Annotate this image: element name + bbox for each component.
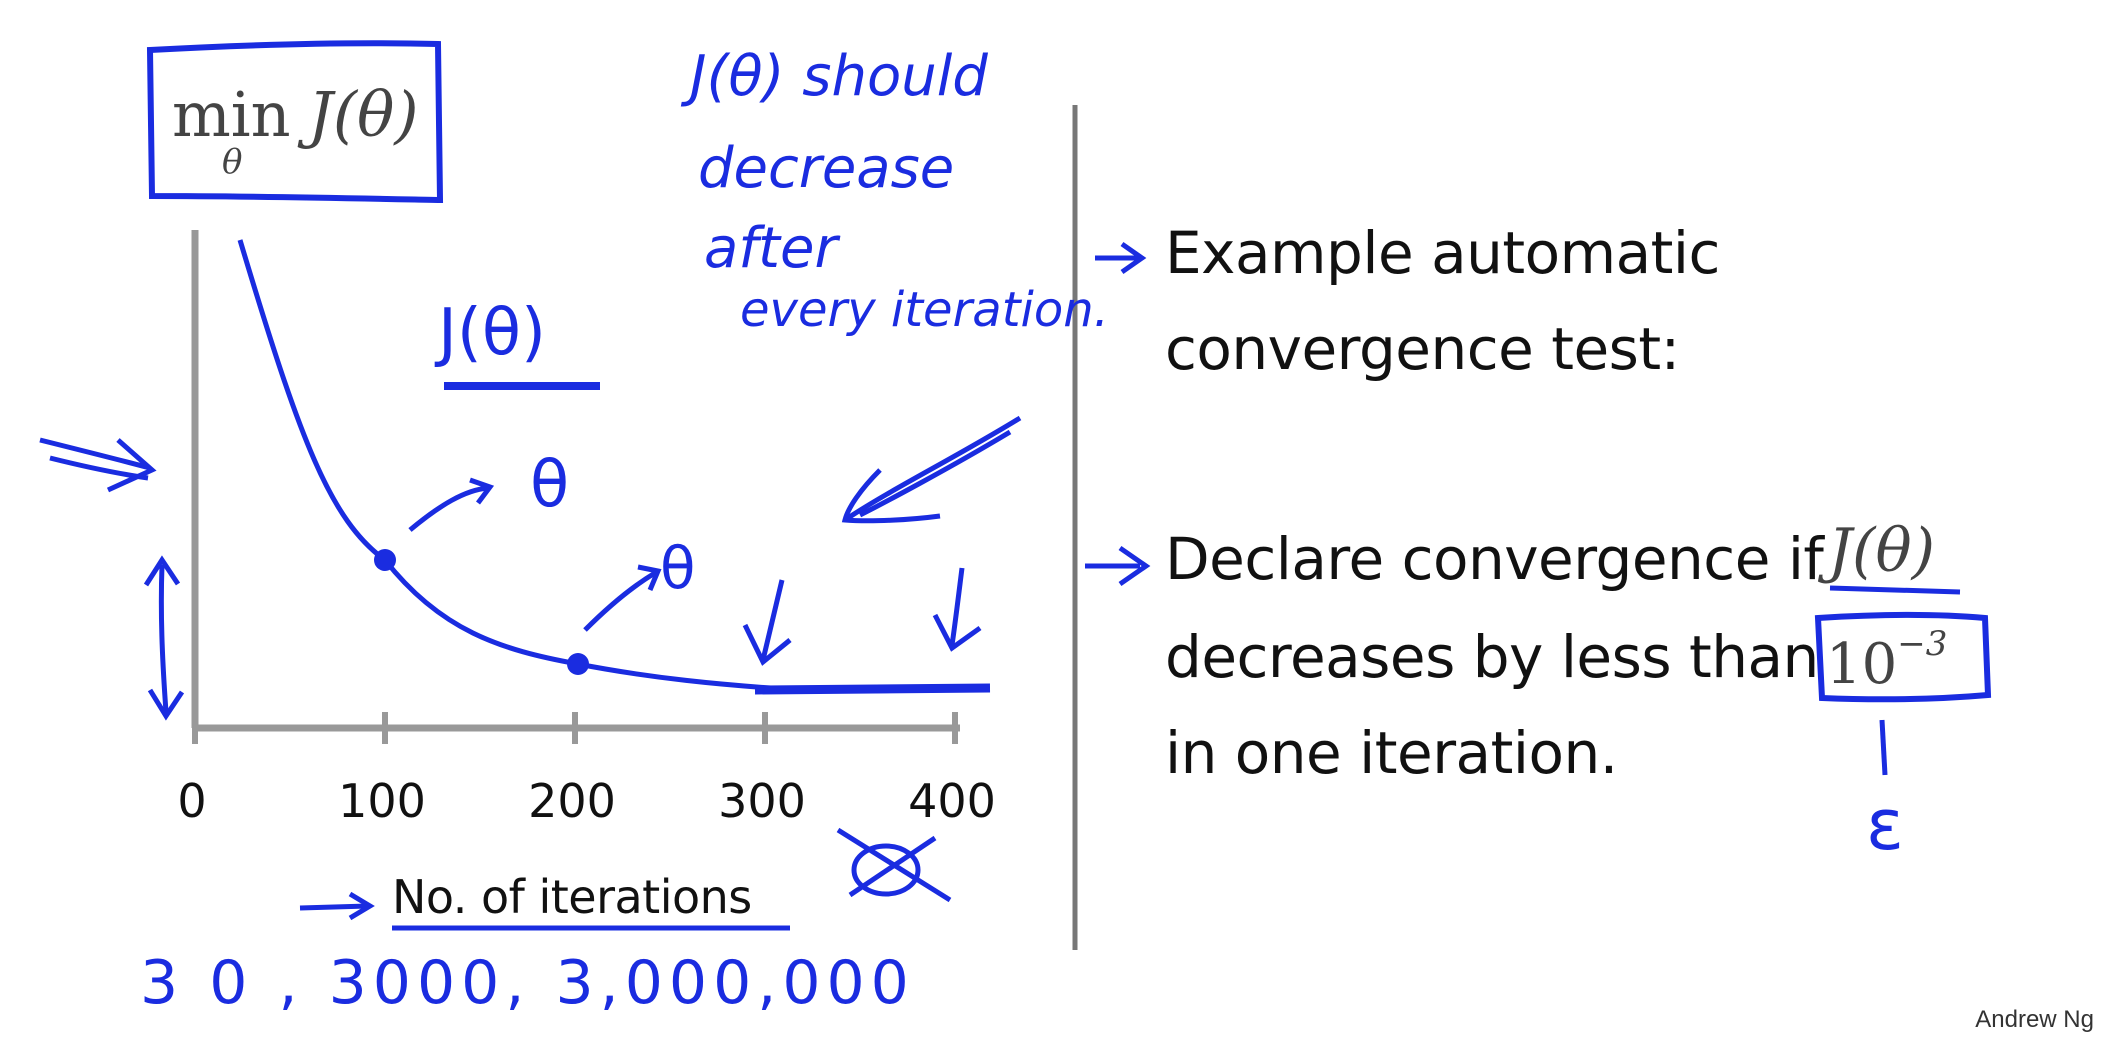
annotation-iteration-counts: 3 0 , 3000, 3,000,000	[140, 948, 915, 1018]
arrow-to-xlabel	[299, 891, 375, 921]
arrow-to-theta-2	[583, 564, 662, 632]
objective-min-word: min	[172, 78, 291, 151]
annotation-should-decrease-3: after	[704, 216, 838, 281]
objective-function: J(θ)	[308, 78, 419, 151]
objective-expr: J(θ)	[308, 78, 419, 151]
threshold-exponent: −3	[1897, 624, 1948, 664]
vertical-double-arrow	[143, 555, 185, 721]
right-j-theta-underline	[1829, 585, 1961, 595]
x-tick-label-300: 300	[718, 774, 806, 828]
flat-region-highlight	[754, 683, 991, 695]
example-test-line-2: convergence test:	[1165, 315, 1680, 383]
annotation-theta-1: θ	[530, 448, 570, 522]
threshold-box	[1814, 612, 1992, 703]
declare-j-theta: J(θ)	[1828, 516, 1935, 586]
objective-box	[146, 40, 444, 204]
down-arrow-400	[932, 567, 982, 652]
declare-line-1: Declare convergence if	[1165, 525, 1824, 593]
curve-point-200	[567, 653, 589, 675]
example-test-line-1: Example automatic	[1165, 219, 1720, 287]
author-credit: Andrew Ng	[1975, 1006, 2094, 1033]
left-double-arrow	[39, 437, 157, 493]
declare-line-2: decreases by less than	[1165, 623, 1819, 691]
objective-subscript: θ	[222, 142, 243, 182]
annotation-epsilon: ε	[1866, 784, 1904, 866]
annotation-should-decrease-4: every iteration.	[740, 282, 1109, 338]
curved-arrow	[841, 415, 1022, 524]
annotation-should-decrease-2: decrease	[698, 136, 955, 201]
x-tick-label-100: 100	[338, 774, 426, 828]
arrow-declare	[1085, 545, 1151, 587]
x-tick-label-0: 0	[177, 774, 207, 828]
crossed-out-mark	[836, 827, 952, 903]
x-tick-label-200: 200	[528, 774, 616, 828]
annotation-theta-2: θ	[660, 534, 696, 602]
down-arrow-300	[742, 579, 792, 666]
arrow-example-test	[1095, 241, 1147, 275]
x-axis-label: No. of iterations	[392, 870, 752, 924]
annotation-j-theta: J(θ)	[438, 296, 546, 370]
arrow-to-theta-1	[408, 477, 495, 532]
annotation-should-decrease-1: J(θ) should	[690, 44, 988, 109]
declare-line-3: in one iteration.	[1165, 719, 1618, 787]
threshold-value: 10−3	[1826, 624, 1947, 697]
x-tick-label-400: 400	[908, 774, 996, 828]
objective-min: min	[172, 78, 291, 151]
curve-point-100	[374, 549, 396, 571]
threshold-base: 10	[1826, 632, 1898, 697]
objective-sub: θ	[222, 142, 242, 182]
threshold-to-epsilon-line	[1879, 719, 1888, 776]
